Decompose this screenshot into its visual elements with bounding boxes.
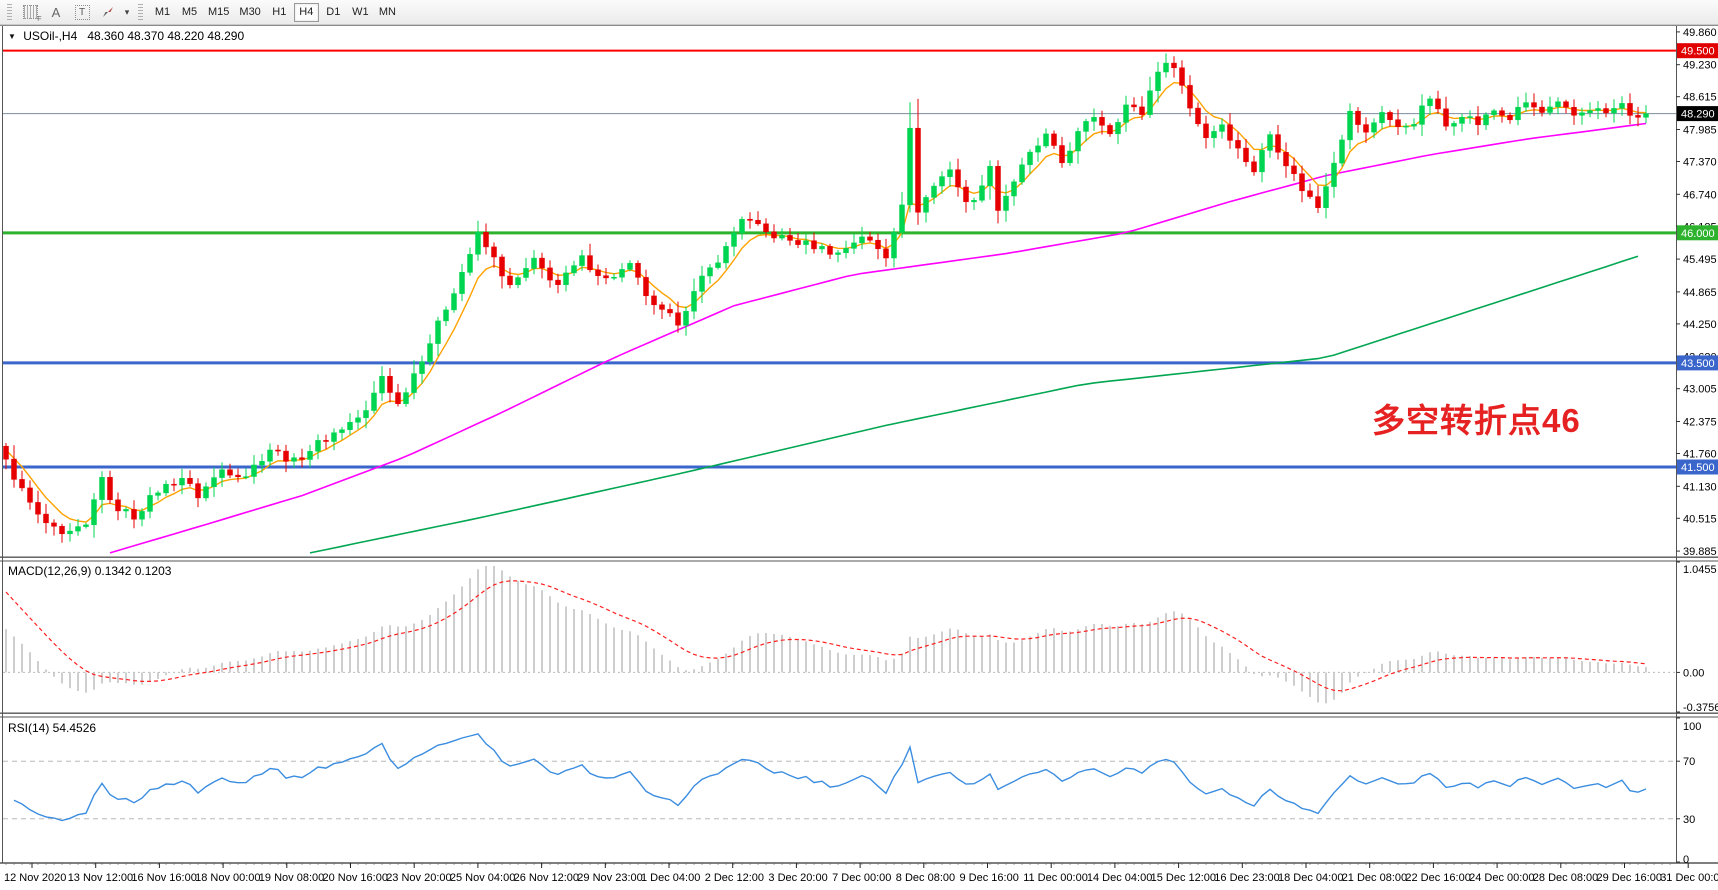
text-box-icon[interactable]: T	[70, 2, 94, 22]
svg-text:30: 30	[1683, 814, 1695, 826]
tf-button-h1[interactable]: H1	[267, 3, 292, 22]
tf-button-m30[interactable]: M30	[235, 3, 264, 22]
svg-text:28 Dec 08:00: 28 Dec 08:00	[1533, 872, 1598, 884]
svg-text:9 Dec 16:00: 9 Dec 16:00	[960, 872, 1019, 884]
rsi-axis-labels: 100 70 30 0	[1676, 717, 1701, 866]
timeframe-buttons: M1 M5 M15 M30 H1 H4 D1 W1 MN	[149, 2, 401, 22]
macd-pane[interactable]	[2, 562, 1676, 712]
svg-text:19 Nov 08:00: 19 Nov 08:00	[259, 872, 324, 884]
svg-text:44.865: 44.865	[1683, 287, 1717, 299]
text-label-icon[interactable]: A	[51, 4, 61, 20]
grid-f-subscript: F	[37, 16, 42, 23]
toolbar-drag-grip-2[interactable]	[138, 4, 143, 20]
svg-text:70: 70	[1683, 756, 1695, 768]
svg-text:24 Dec 00:00: 24 Dec 00:00	[1469, 872, 1534, 884]
rsi-indicator-label: RSI(14) 54.4526	[8, 721, 97, 735]
arrows-glyph	[103, 7, 113, 17]
tf-button-m5[interactable]: M5	[177, 3, 202, 22]
svg-text:39.885: 39.885	[1683, 546, 1717, 558]
main-price-pane[interactable]	[2, 27, 1676, 556]
tf-button-m1[interactable]: M1	[150, 3, 175, 22]
svg-text:11 Dec 00:00: 11 Dec 00:00	[1023, 872, 1088, 884]
svg-text:49.860: 49.860	[1683, 27, 1717, 39]
svg-text:14 Dec 04:00: 14 Dec 04:00	[1087, 872, 1152, 884]
symbol-period-label: USOil-,H4	[23, 29, 78, 43]
svg-text:15 Dec 12:00: 15 Dec 12:00	[1151, 872, 1216, 884]
rsi-pane[interactable]	[2, 718, 1676, 862]
macd-indicator-label: MACD(12,26,9) 0.1342 0.1203	[8, 564, 172, 578]
svg-text:49.500: 49.500	[1681, 46, 1715, 58]
toolbar-drag-grip[interactable]	[7, 4, 12, 20]
svg-text:43.005: 43.005	[1683, 384, 1717, 396]
svg-text:29 Dec 16:00: 29 Dec 16:00	[1597, 872, 1662, 884]
annotation-text: 多空转折点46	[1372, 402, 1581, 439]
svg-text:49.230: 49.230	[1683, 60, 1717, 72]
svg-text:23 Nov 20:00: 23 Nov 20:00	[386, 872, 451, 884]
svg-text:47.985: 47.985	[1683, 125, 1717, 137]
grid-shape: F	[22, 5, 42, 23]
svg-text:31 Dec 00:00: 31 Dec 00:00	[1660, 872, 1718, 884]
tf-button-mn[interactable]: MN	[375, 3, 400, 22]
svg-text:2 Dec 12:00: 2 Dec 12:00	[705, 872, 764, 884]
crosshair-grid-icon[interactable]: F	[18, 2, 42, 23]
svg-text:13 Nov 12:00: 13 Nov 12:00	[68, 872, 133, 884]
svg-text:41.130: 41.130	[1683, 481, 1717, 493]
time-axis[interactable]	[0, 863, 1718, 890]
toolbar: F A T ▾ M1 M5 M15 M30 H1 H4 D1 W1 MN	[0, 0, 1718, 25]
svg-text:7 Dec 00:00: 7 Dec 00:00	[832, 872, 891, 884]
svg-text:29 Nov 23:00: 29 Nov 23:00	[577, 872, 642, 884]
svg-text:42.375: 42.375	[1683, 417, 1717, 429]
collapse-arrow-icon[interactable]: ▼	[8, 32, 16, 41]
macd-plot-layer	[3, 565, 1676, 704]
price-plot-layer	[3, 49, 1676, 554]
price-axis[interactable]	[1676, 27, 1718, 863]
svg-text:3 Dec 20:00: 3 Dec 20:00	[768, 872, 827, 884]
svg-text:26 Nov 12:00: 26 Nov 12:00	[514, 872, 579, 884]
svg-text:46.740: 46.740	[1683, 189, 1717, 201]
svg-text:16 Nov 16:00: 16 Nov 16:00	[131, 872, 196, 884]
price-badges: 49.500 48.290 46.000 43.500 41.500	[1677, 43, 1718, 475]
svg-text:18 Dec 04:00: 18 Dec 04:00	[1278, 872, 1343, 884]
svg-text:16 Dec 23:00: 16 Dec 23:00	[1214, 872, 1279, 884]
chart-title: ▼ USOil-,H4 48.360 48.370 48.220 48.290	[8, 29, 244, 43]
svg-text:48.290: 48.290	[1681, 109, 1715, 121]
tf-button-d1[interactable]: D1	[321, 3, 346, 22]
svg-text:22 Dec 16:00: 22 Dec 16:00	[1405, 872, 1470, 884]
svg-text:1.0455: 1.0455	[1683, 564, 1717, 576]
svg-text:-0.3756: -0.3756	[1683, 702, 1718, 714]
arrow-objects-icon[interactable]	[96, 2, 120, 22]
macd-axis-labels: 1.0455 0.00 -0.3756	[1676, 561, 1718, 714]
tf-button-h4[interactable]: H4	[293, 2, 319, 22]
svg-text:20 Nov 16:00: 20 Nov 16:00	[323, 872, 388, 884]
svg-text:45.495: 45.495	[1683, 254, 1717, 266]
svg-text:8 Dec 08:00: 8 Dec 08:00	[896, 872, 955, 884]
svg-text:0.00: 0.00	[1683, 667, 1704, 679]
svg-text:47.370: 47.370	[1683, 157, 1717, 169]
tf-button-m15[interactable]: M15	[204, 3, 233, 22]
svg-text:12 Nov 2020: 12 Nov 2020	[4, 872, 66, 884]
rsi-plot-layer	[3, 733, 1676, 822]
svg-text:0: 0	[1683, 854, 1689, 866]
svg-text:41.760: 41.760	[1683, 449, 1717, 461]
svg-text:21 Dec 08:00: 21 Dec 08:00	[1342, 872, 1407, 884]
svg-text:100: 100	[1683, 721, 1701, 733]
svg-text:48.615: 48.615	[1683, 92, 1717, 104]
svg-text:25 Nov 04:00: 25 Nov 04:00	[450, 872, 515, 884]
svg-text:18 Nov 00:00: 18 Nov 00:00	[195, 872, 260, 884]
svg-text:43.500: 43.500	[1681, 358, 1715, 370]
svg-text:40.515: 40.515	[1683, 513, 1717, 525]
svg-text:44.250: 44.250	[1683, 319, 1717, 331]
svg-text:41.500: 41.500	[1681, 462, 1715, 474]
svg-text:1 Dec 04:00: 1 Dec 04:00	[641, 872, 700, 884]
arrow-objects-dropdown-caret[interactable]: ▾	[124, 6, 130, 17]
ohlc-values-label: 48.360 48.370 48.220 48.290	[87, 29, 245, 43]
tf-button-w1[interactable]: W1	[348, 3, 373, 22]
svg-text:46.000: 46.000	[1681, 228, 1715, 240]
